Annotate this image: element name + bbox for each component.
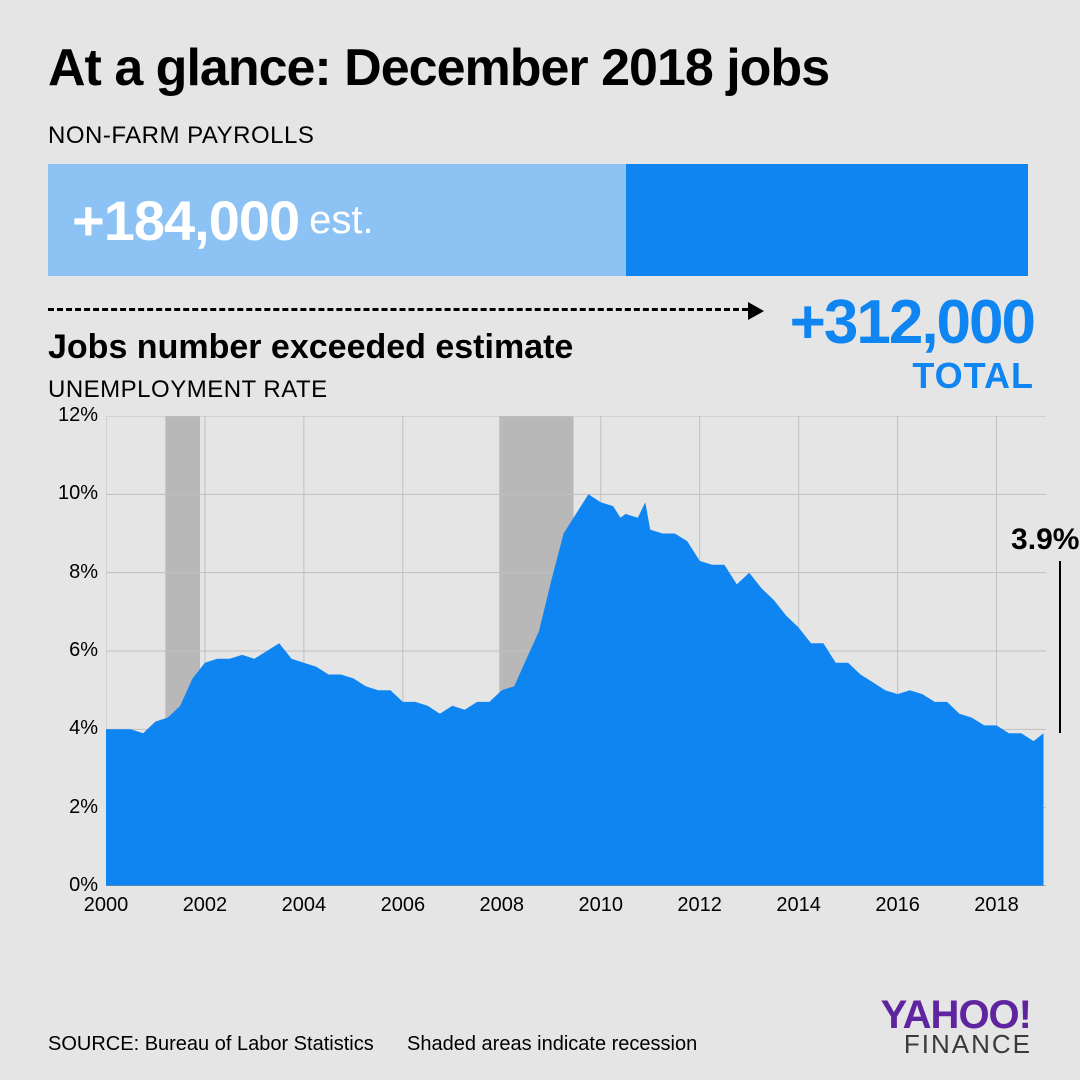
y-tick-label: 12%: [48, 404, 98, 427]
x-tick-label: 2012: [670, 894, 730, 917]
source-prefix: SOURCE:: [48, 1033, 139, 1055]
footer-text: SOURCE: Bureau of Labor Statistics Shade…: [48, 1033, 697, 1056]
x-tick-label: 2014: [769, 894, 829, 917]
source: Bureau of Labor Statistics: [145, 1033, 374, 1055]
exceeded-text: Jobs number exceeded estimate: [48, 328, 573, 367]
total-value: +312,000 TOTAL: [790, 292, 1034, 394]
x-tick-label: 2002: [175, 894, 235, 917]
footer: SOURCE: Bureau of Labor Statistics Shade…: [48, 997, 1032, 1056]
callout-line: [1059, 561, 1061, 734]
brand-logo: YAHOO! FINANCE: [881, 997, 1032, 1056]
estimate-suffix: est.: [309, 198, 373, 243]
x-tick-label: 2006: [373, 894, 433, 917]
footer-note: Shaded areas indicate recession: [407, 1033, 697, 1055]
page-title: At a glance: December 2018 jobs: [48, 38, 1054, 98]
bar-estimate: +184,000 est.: [48, 164, 626, 276]
chart-plot-area: [106, 416, 1046, 886]
x-tick-label: 2008: [472, 894, 532, 917]
x-tick-label: 2000: [76, 894, 136, 917]
y-tick-label: 4%: [48, 717, 98, 740]
y-tick-label: 2%: [48, 796, 98, 819]
x-tick-label: 2010: [571, 894, 631, 917]
payrolls-label: NON-FARM PAYROLLS: [48, 122, 1054, 150]
unemployment-area: [106, 494, 1044, 886]
total-number: +312,000: [790, 288, 1034, 357]
y-tick-label: 8%: [48, 561, 98, 584]
y-tick-label: 6%: [48, 639, 98, 662]
chart-svg: [106, 416, 1046, 886]
x-tick-label: 2004: [274, 894, 334, 917]
y-tick-label: 10%: [48, 482, 98, 505]
brand-sub: FINANCE: [904, 1029, 1032, 1059]
arrow-line: [48, 308, 748, 311]
payrolls-bar: +184,000 est.: [48, 164, 1028, 276]
arrow-head-icon: [748, 302, 764, 320]
total-suffix: TOTAL: [790, 358, 1034, 394]
unemployment-chart: 0%2%4%6%8%10%12% 20002002200420062008201…: [48, 412, 1058, 932]
callout-label: 3.9%: [1011, 523, 1079, 557]
estimate-value: +184,000: [72, 188, 299, 253]
x-tick-label: 2018: [967, 894, 1027, 917]
x-tick-label: 2016: [868, 894, 928, 917]
